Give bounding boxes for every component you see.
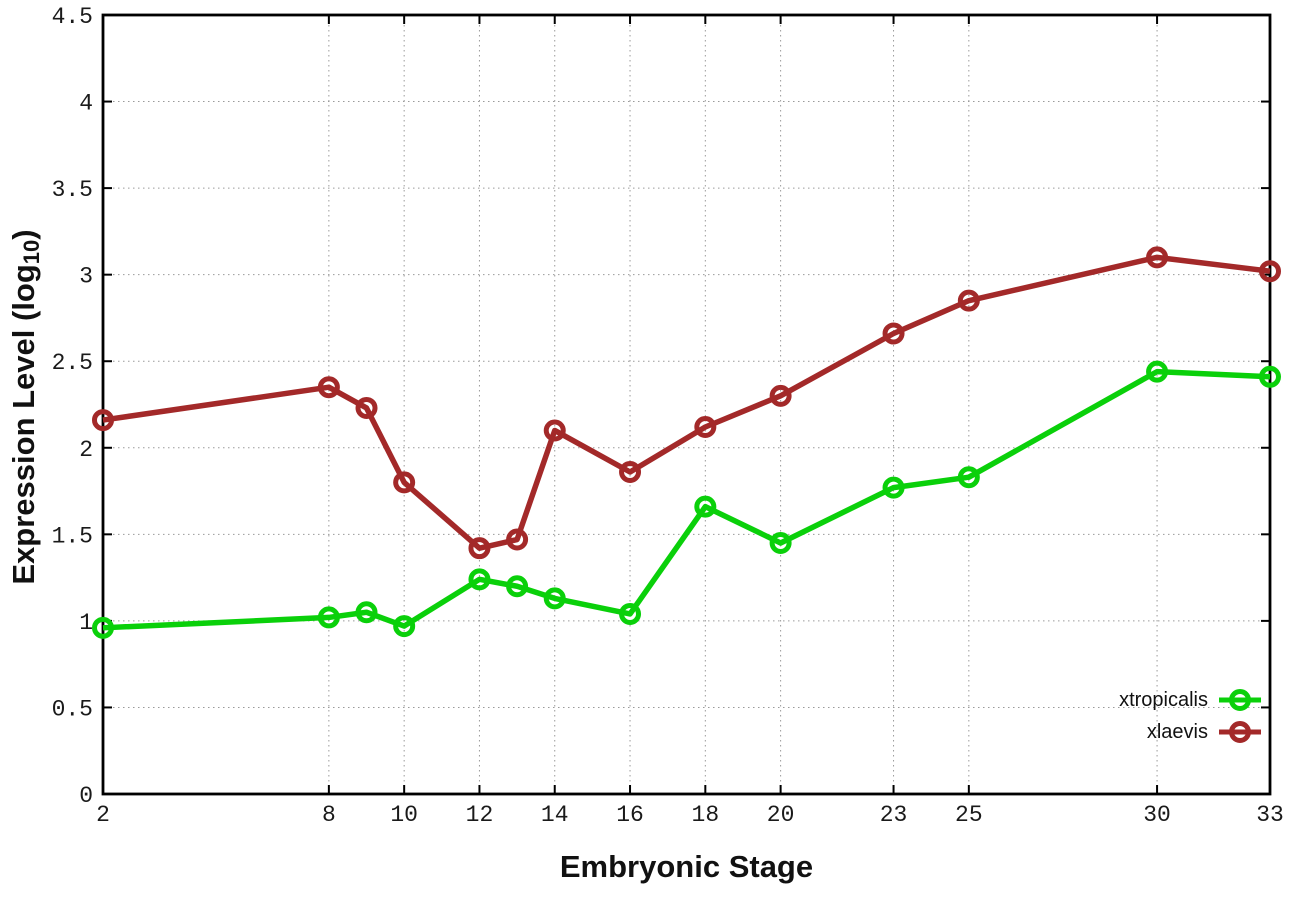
data-point-xtropicalis-33 [1259,365,1281,388]
data-point-xtropicalis-14 [543,587,566,610]
legend-marker-icon [1219,721,1261,743]
data-point-xtropicalis-18 [694,495,717,518]
data-point-xlaevis-8 [317,376,340,399]
data-point-xtropicalis-8 [317,606,340,629]
data-point-xlaevis-33 [1259,260,1281,283]
data-point-xlaevis-18 [694,416,717,439]
x-tick-label: 25 [955,802,983,828]
legend-marker-icon [1219,689,1261,711]
x-tick-label: 30 [1143,802,1171,828]
x-tick-label: 33 [1256,802,1284,828]
plot-border [101,13,1272,796]
data-point-xlaevis-10 [393,471,416,494]
data-point-xlaevis-25 [957,289,980,312]
data-point-xtropicalis-10 [393,615,416,638]
data-point-xlaevis-9 [355,396,378,419]
series-line-xtropicalis [102,368,1271,631]
x-tick-label: 14 [541,802,569,828]
data-point-xtropicalis-2 [92,616,114,639]
y-tick-label: 3.5 [52,177,93,203]
y-axis-label-text: Expression Level (log [6,264,41,585]
y-tick-label: 2 [79,437,93,463]
y-tick-label: 2.5 [52,350,93,376]
data-point-xtropicalis-30 [1146,360,1169,383]
data-point-xlaevis-30 [1146,246,1169,269]
data-point-xlaevis-2 [92,409,114,432]
legend-label-xtropicalis: xtropicalis [1119,688,1208,711]
x-axis-label: Embryonic Stage [559,849,814,884]
y-tick-label: 4 [79,91,93,117]
y-axis-label-suffix: ) [6,229,41,240]
series-line-xlaevis [102,254,1271,551]
data-point-xtropicalis-16 [619,602,642,625]
y-axis-label-subscript: 10 [18,239,44,265]
y-tick-label: 1 [79,610,93,636]
y-tick-label: 4.5 [52,4,93,30]
data-point-xtropicalis-23 [882,476,905,499]
data-point-xlaevis-13 [506,528,529,551]
data-point-xlaevis-14 [543,419,566,442]
x-tick-label: 10 [390,802,418,828]
legend: xtropicalis xlaevis [1119,684,1262,748]
x-tick-label: 23 [880,802,908,828]
y-tick-label: 0 [79,783,93,809]
legend-item-xlaevis: xlaevis [1119,716,1262,748]
y-tick-label: 0.5 [52,696,93,722]
y-axis-label: Expression Level (log10) [6,17,44,797]
legend-label-xlaevis: xlaevis [1146,720,1208,743]
data-point-xlaevis-12 [468,537,491,560]
x-tick-label: 8 [322,802,336,828]
x-tick-label: 12 [466,802,494,828]
x-tick-label: 2 [96,802,110,828]
x-tick-label: 16 [616,802,644,828]
legend-item-xtropicalis: xtropicalis [1119,684,1262,716]
data-point-xtropicalis-13 [506,575,529,598]
data-point-xtropicalis-12 [468,568,491,591]
x-tick-label: 20 [767,802,795,828]
data-point-xlaevis-20 [769,384,792,407]
data-point-xlaevis-16 [619,461,642,484]
x-tick-label: 18 [692,802,720,828]
data-point-xtropicalis-20 [769,531,792,554]
data-point-xtropicalis-9 [355,601,378,624]
y-tick-label: 3 [79,264,93,290]
data-point-xtropicalis-25 [957,466,980,489]
data-point-xlaevis-23 [882,322,905,345]
y-tick-label: 1.5 [52,523,93,549]
